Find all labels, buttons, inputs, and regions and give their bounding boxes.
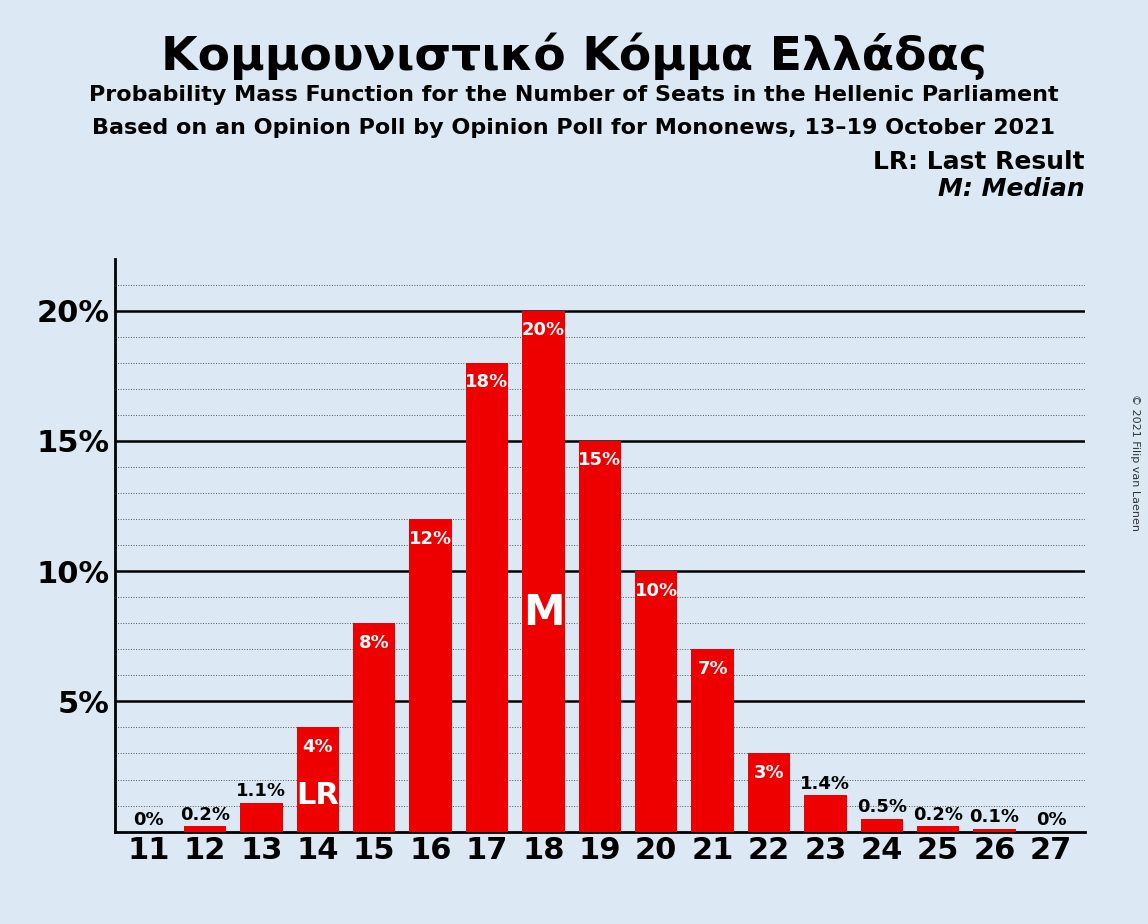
Text: 0.5%: 0.5% [856, 798, 907, 816]
Text: 15%: 15% [579, 452, 621, 469]
Bar [861, 819, 903, 832]
Text: M: Median: M: Median [938, 177, 1085, 201]
Bar [635, 571, 677, 832]
Text: LR: LR [296, 781, 340, 809]
Text: Probability Mass Function for the Number of Seats in the Hellenic Parliament: Probability Mass Function for the Number… [90, 85, 1058, 105]
Bar [579, 441, 621, 832]
Bar [747, 753, 790, 832]
Text: 0%: 0% [1035, 811, 1066, 829]
Bar [917, 826, 960, 832]
Bar [410, 519, 452, 832]
Text: © 2021 Filip van Laenen: © 2021 Filip van Laenen [1130, 394, 1140, 530]
Text: 0.2%: 0.2% [180, 806, 230, 824]
Bar [974, 829, 1016, 832]
Text: Κομμουνιστικό Κόμμα Ελλάδας: Κομμουνιστικό Κόμμα Ελλάδας [161, 32, 987, 79]
Text: M: M [522, 592, 564, 634]
Text: 8%: 8% [359, 634, 389, 651]
Text: Based on an Opinion Poll by Opinion Poll for Mononews, 13–19 October 2021: Based on an Opinion Poll by Opinion Poll… [93, 118, 1055, 139]
Bar [466, 363, 509, 832]
Text: 4%: 4% [303, 738, 333, 756]
Text: 12%: 12% [409, 529, 452, 548]
Text: 20%: 20% [522, 322, 565, 339]
Bar [184, 826, 226, 832]
Text: 10%: 10% [635, 581, 677, 600]
Text: 0.1%: 0.1% [970, 808, 1019, 826]
Bar [240, 803, 282, 832]
Text: 3%: 3% [754, 764, 784, 782]
Bar [522, 310, 565, 832]
Text: LR: Last Result: LR: Last Result [874, 150, 1085, 174]
Text: 1.4%: 1.4% [800, 774, 851, 793]
Text: 18%: 18% [465, 373, 509, 391]
Bar [296, 727, 339, 832]
Bar [805, 796, 846, 832]
Bar [691, 650, 734, 832]
Text: 0%: 0% [133, 811, 164, 829]
Bar [354, 624, 395, 832]
Text: 0.2%: 0.2% [913, 806, 963, 824]
Text: 7%: 7% [697, 660, 728, 677]
Text: 1.1%: 1.1% [236, 783, 287, 800]
